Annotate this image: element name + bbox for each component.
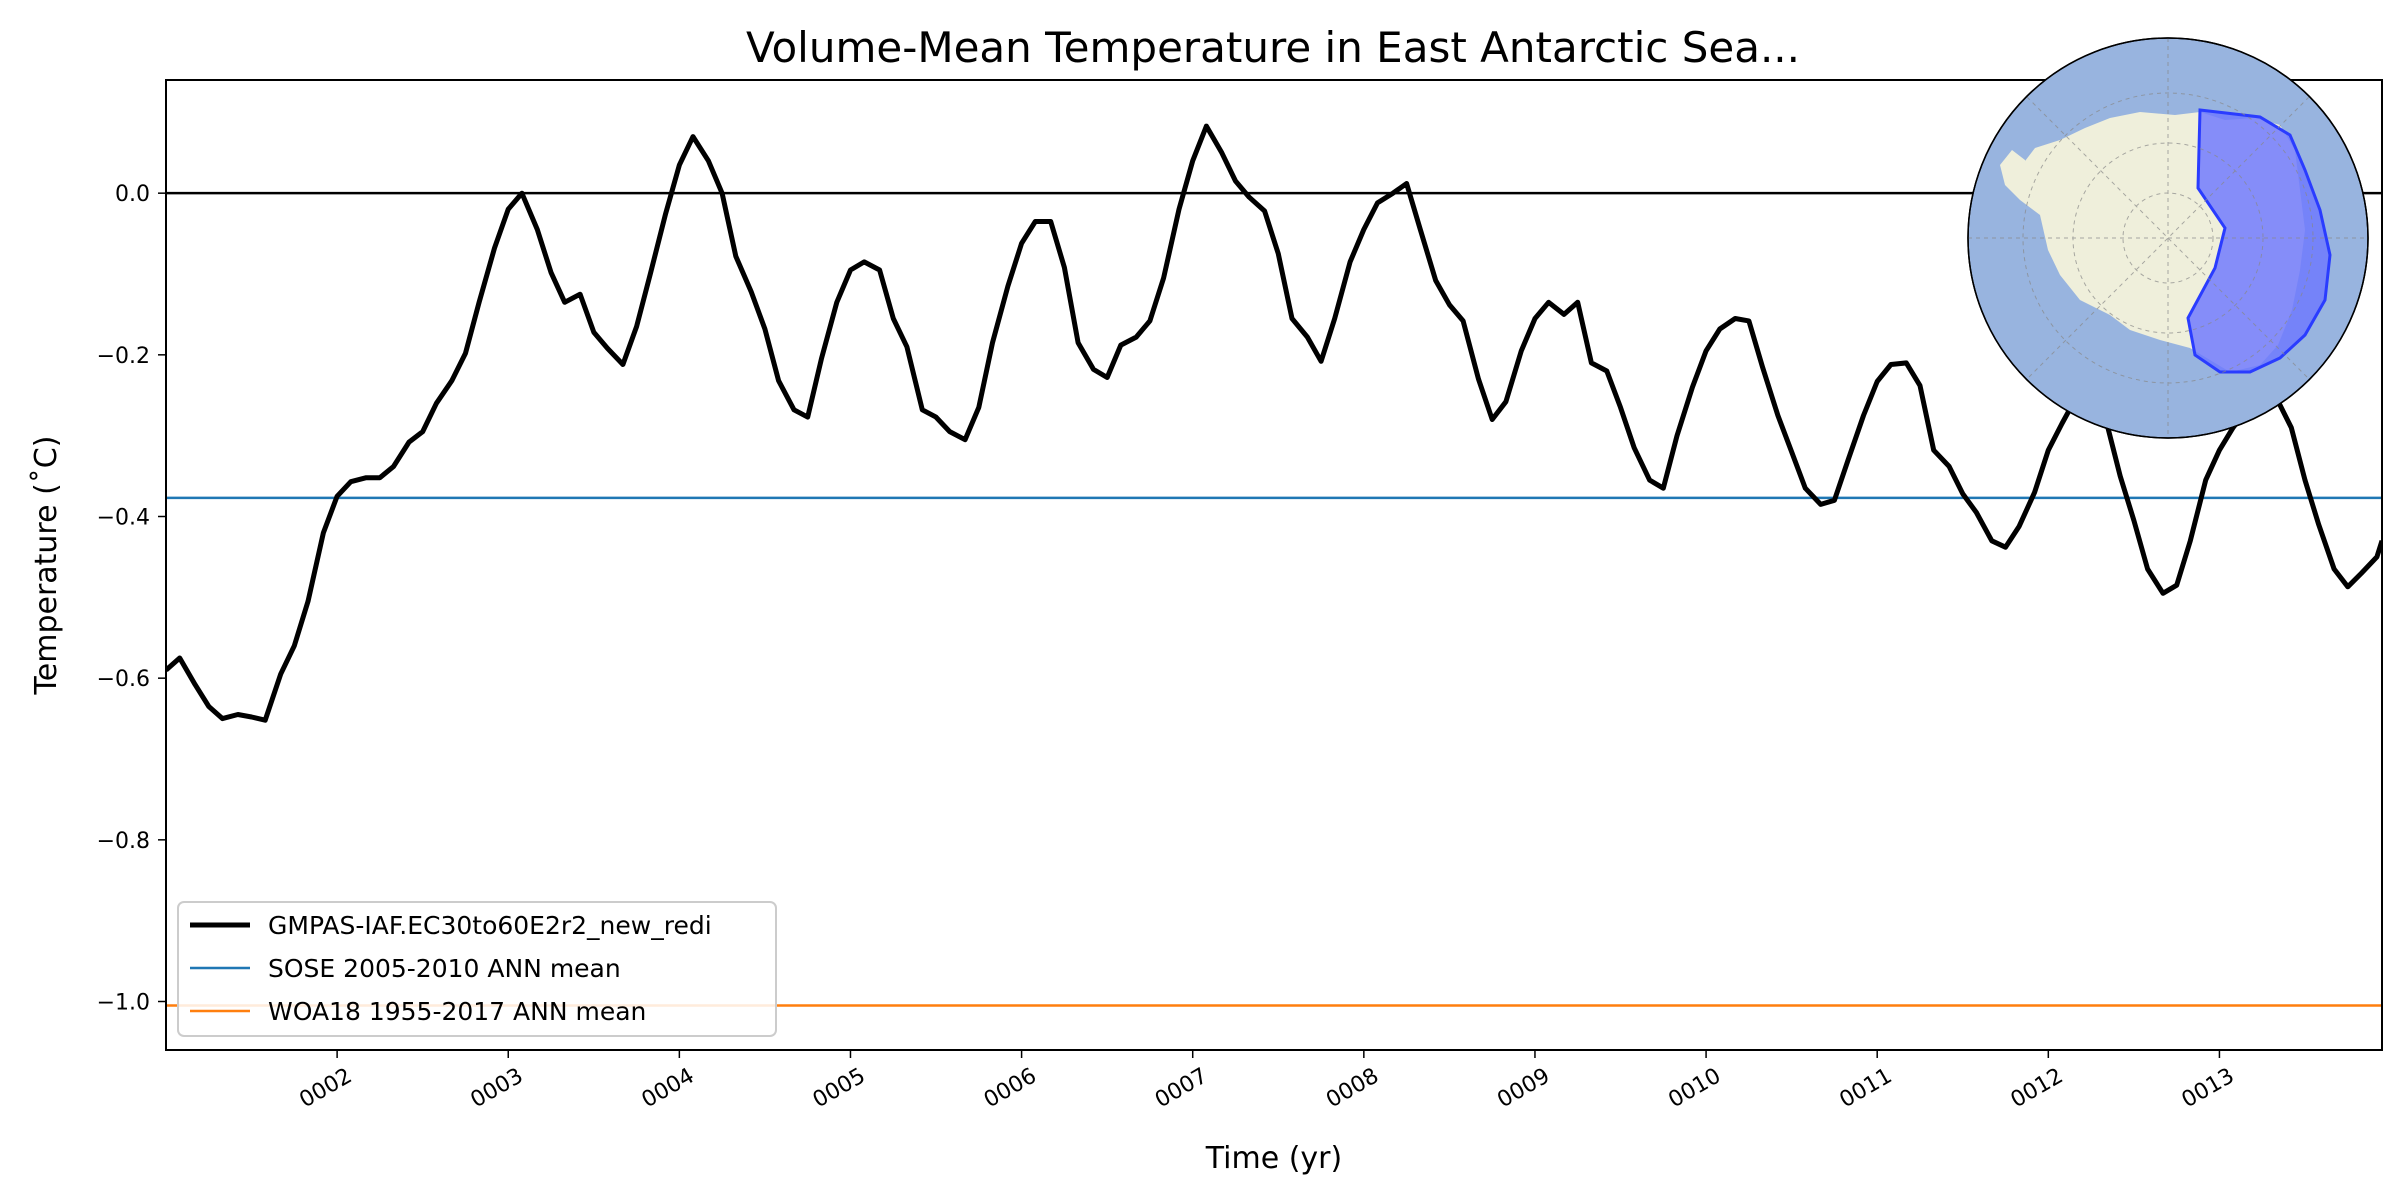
antarctica-inset-map <box>1967 37 2369 439</box>
y-tick-label: −0.2 <box>97 344 150 369</box>
y-axis-label: Temperature (˚C) <box>29 436 64 696</box>
y-tick-label: 0.0 <box>115 182 150 207</box>
y-tick-label: −0.8 <box>97 829 150 854</box>
series-line-model <box>166 123 2382 723</box>
plot-frame <box>165 79 2383 1051</box>
legend-label-model: GMPAS-IAF.EC30to60E2r2_new_redi <box>268 911 712 940</box>
legend: GMPAS-IAF.EC30to60E2r2_new_redi SOSE 200… <box>177 901 777 1037</box>
y-tick-label: −1.0 <box>97 991 150 1016</box>
map-graticule <box>1968 38 2368 438</box>
chart-title: Volume-Mean Temperature in East Antarcti… <box>746 23 1800 72</box>
map-peninsula <box>2000 150 2040 215</box>
legend-box <box>177 901 777 1037</box>
legend-label-sose: SOSE 2005-2010 ANN mean <box>268 954 621 983</box>
legend-label-woa18: WOA18 1955-2017 ANN mean <box>268 997 646 1026</box>
map-east-antarctic-region <box>2186 108 2332 374</box>
x-axis-label: Time (yr) <box>1205 1141 1342 1176</box>
y-axis-ticks: 0.0 −0.2 −0.4 −0.6 −0.8 −1.0 <box>97 182 166 1016</box>
y-tick-label: −0.4 <box>97 506 150 531</box>
y-tick-label: −0.6 <box>97 667 150 692</box>
